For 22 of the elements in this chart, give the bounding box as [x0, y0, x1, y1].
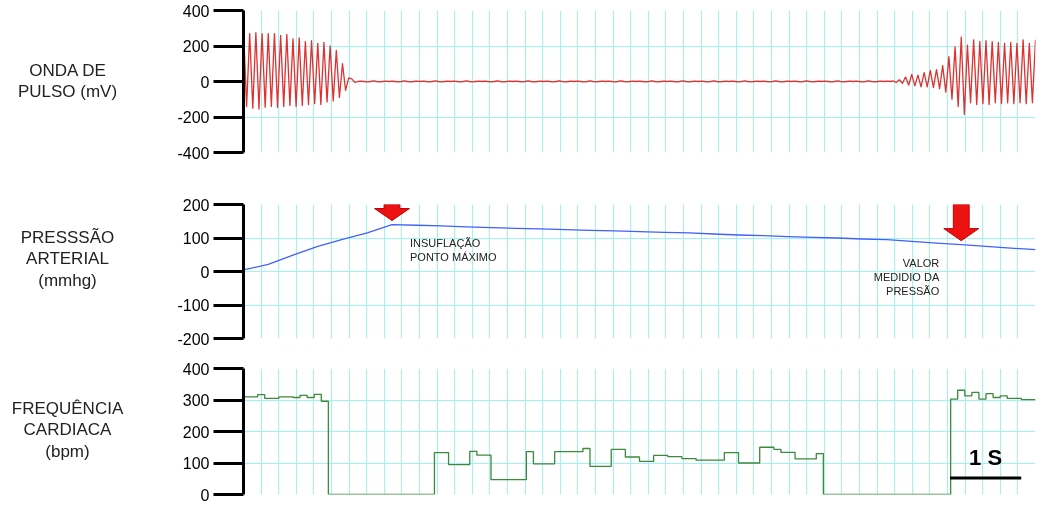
- annotation: 1 S: [969, 445, 1003, 471]
- y-tick-label: 200: [182, 38, 210, 55]
- y-tick-label: -200: [177, 109, 210, 126]
- y-tick-label: -400: [177, 144, 210, 162]
- annotation: VALOR MEDIDIO DA PRESSÃO: [873, 256, 940, 297]
- y-tick-label: 400: [182, 2, 210, 20]
- annotation: INSUFLAÇÃO PONTO MÁXIMO: [410, 236, 498, 263]
- y-tick-label: 0: [200, 486, 210, 504]
- y-tick-label: 0: [200, 263, 210, 281]
- y-axis-title: PRESSSÃO ARTERIAL (mmhg): [19, 227, 116, 292]
- y-axis-title: ONDA DE PULSO (mV): [16, 59, 119, 103]
- y-tick-label: 400: [182, 360, 210, 378]
- y-tick-label: 0: [200, 73, 210, 91]
- y-tick-label: 300: [182, 392, 210, 409]
- line-series: [243, 223, 1036, 271]
- y-tick-label: -100: [177, 297, 210, 314]
- y-tick-label: 100: [182, 455, 210, 472]
- y-tick-label: 200: [182, 196, 210, 214]
- y-axis-title: FREQUÊNCIA CARDIACA (bpm): [10, 398, 125, 463]
- y-tick-label: 200: [182, 423, 210, 441]
- y-tick-label: 100: [182, 230, 210, 247]
- y-tick-label: -200: [177, 330, 210, 348]
